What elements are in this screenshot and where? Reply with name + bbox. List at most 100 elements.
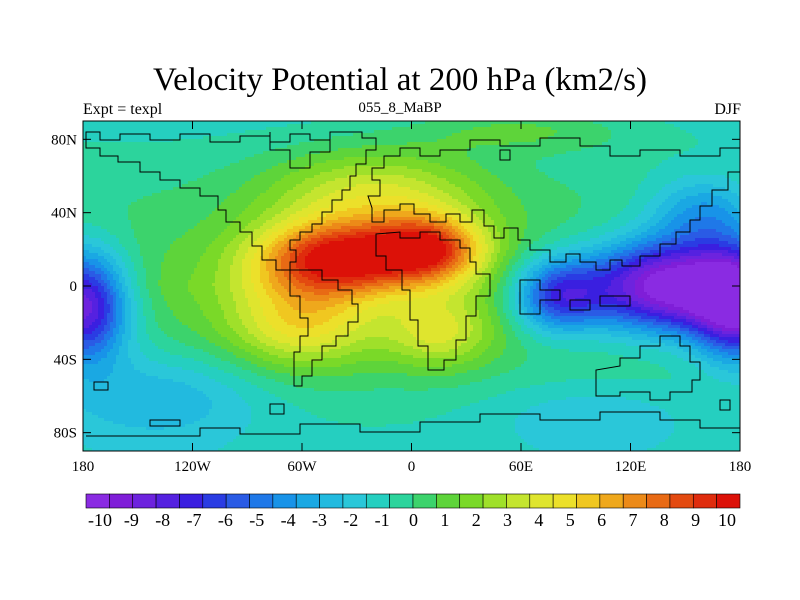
field-cell (182, 190, 186, 194)
field-cell (188, 250, 192, 254)
field-cell (122, 283, 126, 287)
field-cell (161, 349, 165, 353)
field-cell (182, 283, 186, 287)
field-cell (143, 322, 147, 326)
field-cell (110, 238, 114, 242)
field-cell (161, 193, 165, 197)
field-cell (134, 229, 138, 233)
field-cell (143, 385, 147, 389)
field-cell (185, 442, 189, 446)
field-cell (194, 220, 198, 224)
field-cell (155, 301, 159, 305)
field-cell (152, 256, 156, 260)
field-cell (89, 352, 93, 356)
field-cell (125, 316, 129, 320)
field-cell (101, 358, 105, 362)
field-cell (89, 418, 93, 422)
field-cell (176, 385, 180, 389)
field-cell (101, 379, 105, 383)
field-cell (101, 334, 105, 338)
field-cell (191, 319, 195, 323)
field-cell (176, 253, 180, 257)
field-cell (140, 130, 144, 134)
field-cell (137, 271, 141, 275)
field-cell (92, 274, 96, 278)
field-cell (206, 427, 210, 431)
field-cell (107, 304, 111, 308)
field-cell (206, 364, 210, 368)
field-cell (194, 385, 198, 389)
field-cell (110, 382, 114, 386)
field-cell (215, 316, 219, 320)
field-cell (146, 154, 150, 158)
field-cell (152, 160, 156, 164)
field-cell (170, 403, 174, 407)
field-cell (191, 235, 195, 239)
field-cell (140, 139, 144, 143)
field-cell (83, 283, 87, 287)
field-cell (98, 286, 102, 290)
field-cell (128, 253, 132, 257)
field-cell (128, 169, 132, 173)
field-cell (146, 250, 150, 254)
field-cell (143, 310, 147, 314)
field-cell (167, 385, 171, 389)
field-cell (113, 367, 117, 371)
field-cell (215, 340, 219, 344)
field-cell (206, 268, 210, 272)
field-cell (146, 319, 150, 323)
field-cell (167, 400, 171, 404)
field-cell (194, 193, 198, 197)
field-cell (89, 139, 93, 143)
field-cell (137, 373, 141, 377)
field-cell (179, 391, 183, 395)
field-cell (128, 418, 132, 422)
field-cell (185, 121, 189, 125)
field-cell (131, 340, 135, 344)
field-cell (119, 379, 123, 383)
field-cell (122, 430, 126, 434)
field-cell (200, 343, 204, 347)
field-cell (158, 292, 162, 296)
field-cell (101, 268, 105, 272)
field-cell (119, 346, 123, 350)
field-cell (143, 259, 147, 263)
field-cell (152, 412, 156, 416)
field-cell (200, 229, 204, 233)
field-cell (212, 151, 216, 155)
field-cell (206, 328, 210, 332)
field-cell (140, 421, 144, 425)
field-cell (209, 373, 213, 377)
field-cell (125, 229, 129, 233)
field-cell (128, 433, 132, 437)
field-cell (122, 391, 126, 395)
field-cell (182, 259, 186, 263)
field-cell (119, 262, 123, 266)
field-cell (209, 382, 213, 386)
field-cell (143, 271, 147, 275)
field-cell (98, 349, 102, 353)
field-cell (209, 364, 213, 368)
field-cell (95, 169, 99, 173)
field-cell (122, 448, 126, 452)
field-cell (122, 190, 126, 194)
field-cell (200, 262, 204, 266)
field-cell (122, 169, 126, 173)
field-cell (209, 262, 213, 266)
field-cell (98, 400, 102, 404)
field-cell (197, 349, 201, 353)
field-cell (191, 265, 195, 269)
field-cell (134, 352, 138, 356)
field-cell (122, 382, 126, 386)
field-cell (104, 283, 108, 287)
field-cell (167, 196, 171, 200)
field-cell (131, 358, 135, 362)
field-cell (146, 232, 150, 236)
field-cell (101, 325, 105, 329)
field-cell (212, 199, 216, 203)
field-cell (170, 397, 174, 401)
field-cell (164, 274, 168, 278)
field-cell (191, 349, 195, 353)
field-cell (212, 445, 216, 449)
field-cell (86, 424, 90, 428)
